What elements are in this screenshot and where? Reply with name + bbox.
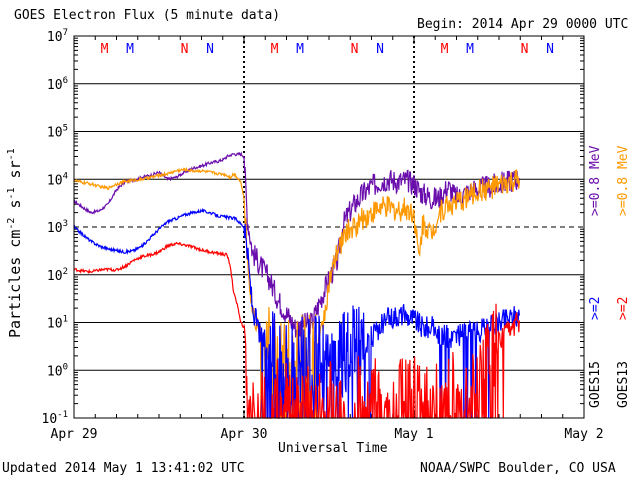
updated-timestamp: Updated 2014 May 1 13:41:02 UTC bbox=[2, 461, 245, 476]
y-tick-label: 103 bbox=[47, 219, 68, 236]
y-tick-label: 104 bbox=[47, 171, 68, 188]
magnetopause-marker: N bbox=[546, 42, 554, 57]
y-tick-label: 100 bbox=[47, 362, 68, 379]
y-tick-label: 102 bbox=[47, 267, 68, 284]
magnetopause-marker: N bbox=[521, 42, 529, 57]
magnetopause-marker: N bbox=[351, 42, 359, 57]
magnetopause-marker: N bbox=[206, 42, 214, 57]
magnetopause-marker: M bbox=[466, 42, 474, 57]
x-tick-label: Apr 30 bbox=[221, 427, 268, 442]
magnetopause-marker: N bbox=[181, 42, 189, 57]
chart-title: GOES Electron Flux (5 minute data) bbox=[14, 8, 281, 23]
x-tick-label: May 1 bbox=[394, 427, 433, 442]
legend-goes13: GOES13 bbox=[616, 361, 631, 408]
legend-goes13-2mev: >=2 bbox=[616, 296, 631, 320]
legend-goes13-08mev: >=0.8 MeV bbox=[616, 145, 631, 216]
legend-goes15-2mev: >=2 bbox=[588, 296, 603, 320]
y-tick-label: 10-1 bbox=[42, 410, 69, 427]
x-axis-label: Universal Time bbox=[278, 441, 388, 456]
magnetopause-marker: M bbox=[296, 42, 304, 57]
magnetopause-marker: M bbox=[441, 42, 449, 57]
y-axis-label: Particles cm-2 s-1 sr-1 bbox=[6, 148, 24, 338]
legend-goes15-08mev: >=0.8 MeV bbox=[588, 145, 603, 216]
x-tick-label: May 2 bbox=[564, 427, 603, 442]
magnetopause-marker: M bbox=[271, 42, 279, 57]
x-tick-label: Apr 29 bbox=[51, 427, 98, 442]
y-tick-label: 101 bbox=[47, 315, 68, 332]
y-tick-label: 105 bbox=[47, 124, 68, 141]
legend-goes15: GOES15 bbox=[588, 361, 603, 408]
plot-frame bbox=[73, 35, 585, 419]
magnetopause-marker: M bbox=[126, 42, 134, 57]
credit-text: NOAA/SWPC Boulder, CO USA bbox=[420, 461, 616, 476]
magnetopause-marker: M bbox=[101, 42, 109, 57]
y-tick-label: 107 bbox=[47, 28, 68, 45]
begin-time: Begin: 2014 Apr 29 0000 UTC bbox=[417, 17, 629, 32]
y-tick-label: 106 bbox=[47, 76, 68, 93]
magnetopause-marker: N bbox=[376, 42, 384, 57]
